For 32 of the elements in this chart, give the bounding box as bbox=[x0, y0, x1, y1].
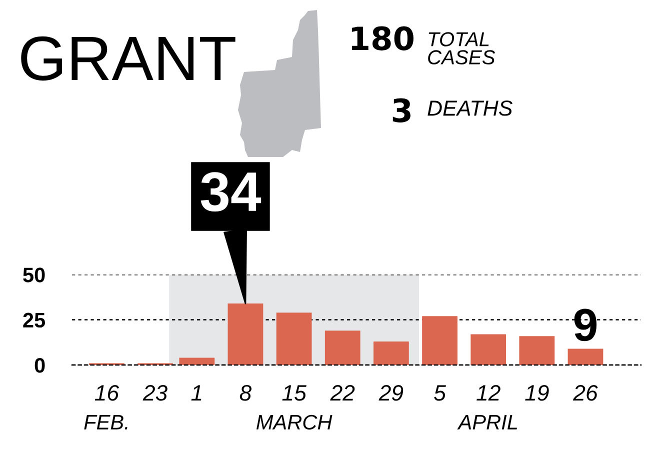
x-tick-label: 15 bbox=[282, 385, 306, 401]
x-tick-label: 1 bbox=[191, 385, 202, 401]
text: DEATHS bbox=[428, 100, 512, 116]
bar bbox=[276, 312, 312, 365]
x-tick-label: 22 bbox=[330, 385, 355, 401]
bar bbox=[568, 348, 604, 365]
x-tick-label: 16 bbox=[94, 385, 120, 401]
text: 180 bbox=[352, 26, 414, 50]
y-tick-label: 50 bbox=[23, 268, 45, 282]
text: APRIL bbox=[457, 415, 517, 430]
text: FEB. bbox=[84, 415, 128, 430]
text: MARCH bbox=[256, 414, 332, 430]
data-label: 9 bbox=[574, 308, 597, 342]
text: 3 bbox=[392, 98, 410, 122]
y-tick-label: 0 bbox=[34, 358, 45, 373]
x-tick-label: 5 bbox=[434, 385, 446, 401]
bar bbox=[422, 316, 458, 365]
bar bbox=[519, 336, 555, 365]
chart-title: GRANT bbox=[21, 36, 236, 81]
annotation: 34 bbox=[200, 172, 262, 212]
x-tick-label: 26 bbox=[573, 385, 598, 401]
x-tick-label: 19 bbox=[525, 385, 549, 401]
x-tick-label: 12 bbox=[476, 385, 500, 401]
bar bbox=[179, 358, 215, 365]
bar bbox=[324, 330, 360, 365]
x-tick-label: 8 bbox=[240, 385, 252, 401]
text: TOTAL CASES bbox=[428, 32, 496, 64]
x-tick-label: 23 bbox=[142, 385, 168, 401]
bar bbox=[374, 341, 409, 365]
bar bbox=[470, 334, 506, 365]
y-tick-label: 25 bbox=[23, 312, 46, 328]
x-tick-label: 29 bbox=[378, 385, 404, 401]
